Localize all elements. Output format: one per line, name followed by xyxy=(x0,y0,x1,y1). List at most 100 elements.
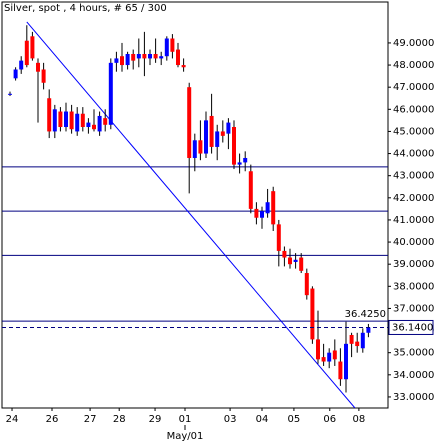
y-tick-label: 48.0000 xyxy=(393,60,434,71)
candle-body xyxy=(327,352,332,362)
last-price-box xyxy=(388,319,434,335)
candle-body xyxy=(64,111,69,128)
candle-body xyxy=(52,109,57,132)
y-tick-label: 33.0000 xyxy=(393,392,434,403)
candle-body xyxy=(192,140,197,158)
candle-body xyxy=(220,131,225,136)
y-tick-label: 42.0000 xyxy=(393,193,434,204)
candle-body xyxy=(148,53,153,59)
y-tick-label: 40.0000 xyxy=(393,237,434,248)
plot-area xyxy=(2,21,388,408)
candle-body xyxy=(80,113,85,128)
y-tick-label: 38.0000 xyxy=(393,281,434,292)
candle-body xyxy=(41,69,46,83)
candle-body xyxy=(36,62,41,72)
x-tick-label: 29 xyxy=(149,414,162,425)
candle-body xyxy=(254,208,259,218)
candle-body xyxy=(293,259,298,262)
candle-body xyxy=(170,38,175,52)
y-tick-label: 35.0000 xyxy=(393,348,434,359)
x-tick-label: 01 xyxy=(179,414,192,425)
candle-body xyxy=(310,288,315,340)
candle-body xyxy=(120,56,125,66)
candle-body xyxy=(108,62,113,125)
candle-body xyxy=(232,127,237,165)
candle-body xyxy=(114,58,119,63)
last-price-label: 36.1400 xyxy=(392,322,433,333)
candle-body xyxy=(276,224,281,251)
y-tick-label: 41.0000 xyxy=(393,215,434,226)
y-tick-label: 34.0000 xyxy=(393,370,434,381)
candle-body xyxy=(304,273,309,296)
x-tick-label: 27 xyxy=(84,414,97,425)
candle-body xyxy=(75,113,80,132)
candle-body xyxy=(159,56,164,59)
y-tick-label: 44.0000 xyxy=(393,149,434,160)
candle-body xyxy=(58,111,63,128)
candle-body xyxy=(209,115,214,147)
candle-body xyxy=(198,140,203,154)
candle-body xyxy=(248,171,253,209)
y-tick-label: 39.0000 xyxy=(393,259,434,270)
level-label: 36.4250 xyxy=(345,309,386,320)
candle-body xyxy=(288,257,293,265)
y-tick-label: 46.0000 xyxy=(393,104,434,115)
candle-body xyxy=(271,191,276,225)
candle-body xyxy=(24,40,29,66)
x-tick-label: 08 xyxy=(353,414,366,425)
candle-body xyxy=(204,120,209,154)
x-tick-label: 26 xyxy=(46,414,59,425)
candle-body xyxy=(30,36,35,59)
candle-body xyxy=(366,327,371,333)
candle-body xyxy=(332,350,337,360)
y-tick-label: 45.0000 xyxy=(393,126,434,137)
y-tick-label: 49.0000 xyxy=(393,38,434,49)
x-tick-label: 24 xyxy=(6,414,19,425)
candle-body xyxy=(316,339,321,360)
candle-body xyxy=(153,53,158,59)
x-sub-label: May/01 xyxy=(167,431,204,442)
candle-body xyxy=(8,93,13,95)
candle-body xyxy=(86,122,91,128)
candle-body xyxy=(299,257,304,271)
x-tick-label: 03 xyxy=(224,414,237,425)
candle-body xyxy=(176,49,181,66)
candle-body xyxy=(13,69,18,79)
candle-body xyxy=(92,124,97,130)
y-tick-label: 47.0000 xyxy=(393,82,434,93)
candle-body xyxy=(355,341,360,347)
trend-line xyxy=(26,21,356,408)
candle-body xyxy=(215,131,220,147)
candle-body xyxy=(19,60,24,70)
candle-body xyxy=(125,53,130,66)
chart-title: Silver, spot , 4 hours, # 65 / 300 xyxy=(4,3,167,14)
candle-body xyxy=(103,118,108,125)
y-tick-label: 37.0000 xyxy=(393,303,434,314)
candle-body xyxy=(260,211,265,218)
candle-body xyxy=(344,343,349,380)
x-tick-label: 04 xyxy=(256,414,269,425)
candle-body xyxy=(360,332,365,349)
y-tick-label: 43.0000 xyxy=(393,171,434,182)
x-tick-label: 06 xyxy=(323,414,336,425)
candle-body xyxy=(47,98,52,132)
candle-body xyxy=(142,53,147,59)
candle-body xyxy=(131,53,136,61)
candle-body xyxy=(164,38,169,57)
candle-body xyxy=(265,202,270,214)
candle-body xyxy=(338,361,343,380)
candle-body xyxy=(243,157,248,163)
candle-body xyxy=(321,357,326,362)
candle-body xyxy=(226,122,231,134)
candle-body xyxy=(136,53,141,59)
candle-body xyxy=(237,162,242,165)
candle-body xyxy=(97,115,102,132)
candle-body xyxy=(69,111,74,130)
x-tick-label: 28 xyxy=(113,414,126,425)
candle-body xyxy=(282,250,287,258)
candle-body xyxy=(187,87,192,158)
plot-frame xyxy=(1,1,389,409)
candle-body xyxy=(349,334,354,344)
x-tick-label: 05 xyxy=(288,414,301,425)
